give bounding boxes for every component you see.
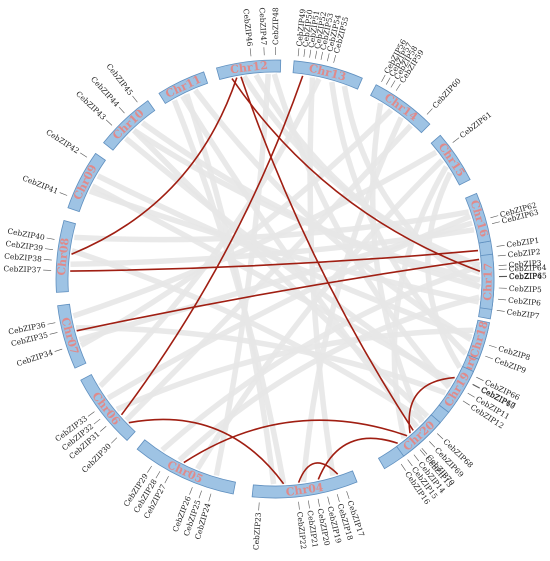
gene-tick-cebzip51 [310, 50, 311, 58]
gene-tick-cebzip9 [485, 356, 493, 359]
gene-tick-cebzip10 [473, 385, 480, 389]
gene-tick-cebzip49 [298, 48, 299, 56]
gene-tick-cebzip17 [347, 491, 350, 499]
gene-tick-cebzip44 [119, 107, 124, 113]
gene-label-cebzip38: CebZIP38 [4, 251, 43, 263]
gene-label-cebzip65: CebZIP65 [509, 271, 547, 280]
gene-tick-cebzip20 [318, 499, 320, 507]
gene-label-cebzip22: CebZIP22 [295, 511, 308, 550]
gene-tick-cebzip24 [209, 494, 211, 502]
gene-tick-cebzip40 [47, 238, 55, 239]
gene-tick-cebzip22 [299, 502, 300, 510]
gene-label-cebzip7: CebZIP7 [506, 307, 540, 321]
gene-tick-cebzip35 [50, 332, 58, 334]
gene-tick-cebzip57 [386, 78, 390, 85]
gene-label-cebzip37: CebZIP37 [3, 264, 41, 274]
gene-tick-cebzip55 [334, 55, 336, 63]
gene-tick-cebzip61 [453, 138, 459, 143]
chromosome-label-chr12: Chr12 [229, 59, 268, 77]
gene-tick-cebzip13 [420, 450, 425, 456]
gene-tick-cebzip14 [414, 455, 419, 461]
gene-tick-cebzip68 [437, 433, 443, 439]
gene-tick-cebzip69 [429, 441, 435, 447]
gene-tick-cebzip45 [132, 96, 137, 102]
gene-label-cebzip5: CebZIP5 [509, 284, 543, 294]
gene-tick-cebzip2 [498, 255, 506, 256]
gene-tick-cebzip7 [497, 310, 505, 311]
gene-tick-cebzip36 [47, 323, 55, 325]
gene-tick-cebzip15 [408, 460, 413, 466]
gene-label-cebzip61: CebZIP61 [458, 110, 493, 140]
gene-tick-cebzip6 [498, 299, 506, 300]
gene-tick-cebzip38 [44, 259, 52, 260]
gene-tick-cebzip46 [250, 48, 251, 56]
gene-tick-cebzip33 [88, 412, 94, 417]
gene-tick-cebzip12 [463, 401, 470, 405]
gene-tick-cebzip34 [55, 349, 63, 352]
gene-tick-cebzip32 [94, 419, 100, 424]
gene-tick-cebzip42 [80, 153, 87, 157]
gene-label-cebzip47: CebZIP47 [258, 7, 269, 45]
gene-tick-cebzip56 [381, 75, 385, 82]
gene-tick-cebzip1 [497, 245, 505, 246]
gene-label-cebzip46: CebZIP46 [241, 8, 254, 47]
gene-label-cebzip41: CebZIP41 [21, 174, 59, 196]
chromosome-label-chr07: Chr07 [58, 316, 81, 356]
gene-tick-cebzip8 [489, 345, 497, 347]
gene-label-cebzip39: CebZIP39 [5, 239, 44, 253]
gene-label-cebzip34: CebZIP34 [15, 348, 54, 368]
gene-tick-cebzip25 [199, 491, 202, 499]
gene-tick-cebzip27 [165, 476, 169, 483]
gene-tick-cebzip11 [468, 393, 475, 397]
gene-tick-cebzip29 [147, 466, 151, 473]
gene-tick-cebzip18 [337, 494, 339, 502]
gene-tick-cebzip31 [100, 426, 106, 431]
chromosome-label-chr17: Chr17 [481, 263, 494, 301]
gene-tick-cebzip30 [111, 438, 117, 444]
gene-tick-cebzip43 [106, 120, 112, 125]
gene-label-cebzip48: CebZIP48 [271, 7, 280, 45]
gene-tick-cebzip16 [401, 464, 406, 471]
gene-label-cebzip42: CebZIP42 [44, 128, 81, 156]
gene-tick-cebzip41 [60, 193, 67, 196]
chromosome-label-chr08: Chr08 [55, 237, 72, 276]
gene-tick-cebzip67 [473, 384, 480, 388]
gene-label-cebzip23: CebZIP23 [251, 512, 263, 551]
gene-tick-cebzip52 [315, 51, 316, 59]
gene-tick-cebzip26 [189, 487, 192, 494]
gene-tick-cebzip19 [328, 497, 330, 505]
gene-tick-cebzip50 [304, 49, 305, 57]
gene-label-cebzip60: CebZIP60 [430, 76, 462, 110]
gene-tick-cebzip54 [327, 53, 329, 61]
gene-tick-cebzip63 [492, 222, 500, 224]
gene-tick-cebzip23 [259, 502, 260, 510]
chromosome-label-chr18: Chr18 [468, 319, 491, 359]
gene-tick-cebzip21 [308, 501, 309, 509]
gene-tick-cebzip58 [391, 81, 395, 88]
gene-tick-cebzip66 [476, 377, 483, 381]
gene-tick-cebzip60 [427, 109, 432, 115]
gene-tick-cebzip28 [156, 471, 160, 478]
gene-tick-cebzip39 [45, 249, 53, 250]
chromosome-label-chr04: Chr04 [285, 481, 325, 499]
gene-tick-cebzip59 [396, 84, 400, 91]
gene-label-cebzip6: CebZIP6 [508, 296, 542, 308]
gene-label-cebzip2: CebZIP2 [507, 247, 541, 259]
chromosome-label-chr09: Chr09 [71, 162, 100, 202]
gene-tick-cebzip53 [321, 52, 323, 60]
gene-tick-cebzip70 [422, 448, 427, 454]
gene-tick-cebzip62 [490, 216, 498, 218]
